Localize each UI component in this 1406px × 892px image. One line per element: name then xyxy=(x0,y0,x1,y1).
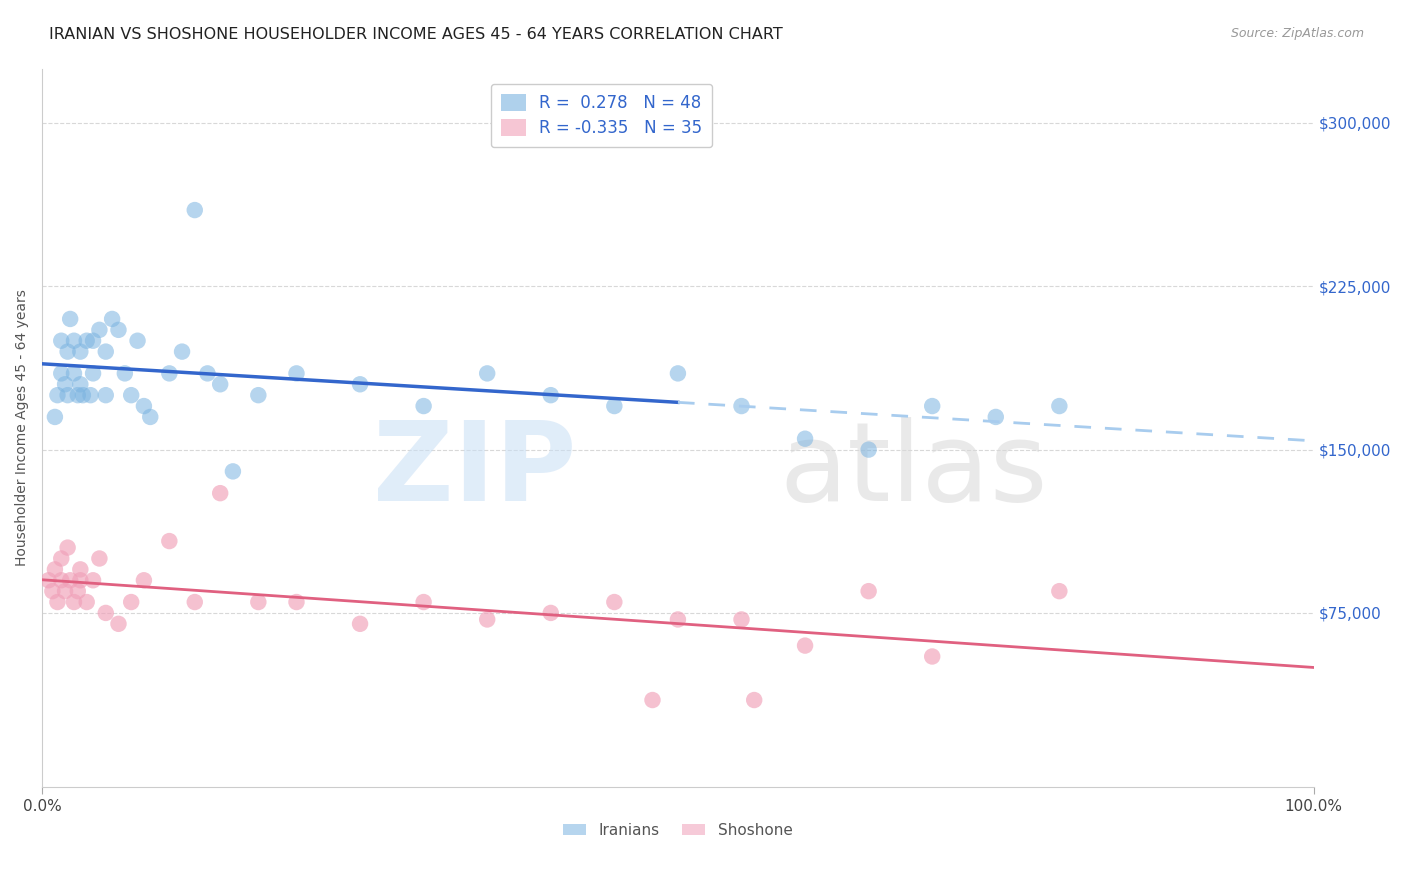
Point xyxy=(38,574,60,588)
Text: IRANIAN VS SHOSHONE HOUSEHOLDER INCOME AGES 45 - 64 YEARS CORRELATION CHART: IRANIAN VS SHOSHONE HOUSEHOLDER INCOME A… xyxy=(49,27,783,42)
Point xyxy=(66,584,89,599)
Point xyxy=(51,551,73,566)
Point xyxy=(349,377,371,392)
Point xyxy=(858,442,880,457)
Point xyxy=(51,574,73,588)
Point xyxy=(82,367,104,381)
Point xyxy=(101,312,124,326)
Point xyxy=(742,693,765,707)
Point xyxy=(858,584,880,599)
Point xyxy=(56,388,79,402)
Y-axis label: Householder Income Ages 45 - 64 years: Householder Income Ages 45 - 64 years xyxy=(15,289,30,566)
Point xyxy=(285,595,308,609)
Point xyxy=(1047,399,1070,413)
Point xyxy=(66,388,89,402)
Point xyxy=(209,377,232,392)
Point xyxy=(349,616,371,631)
Point xyxy=(46,388,69,402)
Point xyxy=(1047,584,1070,599)
Point xyxy=(53,377,76,392)
Point xyxy=(69,574,91,588)
Point xyxy=(94,606,117,620)
Point xyxy=(412,399,434,413)
Point xyxy=(666,612,689,626)
Text: atlas: atlas xyxy=(780,417,1047,524)
Text: ZIP: ZIP xyxy=(373,417,576,524)
Point xyxy=(69,562,91,576)
Point xyxy=(89,551,111,566)
Point xyxy=(477,612,499,626)
Point xyxy=(82,334,104,348)
Point xyxy=(69,344,91,359)
Point xyxy=(63,595,86,609)
Point xyxy=(53,584,76,599)
Point xyxy=(984,409,1007,424)
Point xyxy=(197,367,219,381)
Point xyxy=(44,409,66,424)
Point xyxy=(641,693,664,707)
Point xyxy=(921,649,943,664)
Point xyxy=(120,595,142,609)
Point xyxy=(46,595,69,609)
Point xyxy=(184,203,207,218)
Point xyxy=(603,399,626,413)
Point xyxy=(51,334,73,348)
Point xyxy=(921,399,943,413)
Point xyxy=(56,541,79,555)
Point xyxy=(69,377,91,392)
Point xyxy=(247,595,270,609)
Point xyxy=(41,584,63,599)
Point xyxy=(127,334,149,348)
Point xyxy=(89,323,111,337)
Point xyxy=(132,399,155,413)
Point xyxy=(82,574,104,588)
Point xyxy=(76,595,98,609)
Point xyxy=(730,612,752,626)
Point xyxy=(412,595,434,609)
Point xyxy=(540,388,562,402)
Point xyxy=(76,334,98,348)
Point xyxy=(247,388,270,402)
Point xyxy=(120,388,142,402)
Point xyxy=(94,388,117,402)
Point xyxy=(157,367,180,381)
Point xyxy=(222,464,245,478)
Point xyxy=(139,409,162,424)
Point xyxy=(94,344,117,359)
Point xyxy=(59,574,82,588)
Point xyxy=(157,534,180,549)
Point xyxy=(72,388,94,402)
Point xyxy=(170,344,193,359)
Point xyxy=(59,312,82,326)
Point xyxy=(114,367,136,381)
Point xyxy=(794,432,817,446)
Legend: Iranians, Shoshone: Iranians, Shoshone xyxy=(557,817,799,844)
Point xyxy=(730,399,752,413)
Point xyxy=(794,639,817,653)
Point xyxy=(132,574,155,588)
Point xyxy=(209,486,232,500)
Point xyxy=(107,616,129,631)
Point xyxy=(540,606,562,620)
Point xyxy=(107,323,129,337)
Point xyxy=(666,367,689,381)
Point xyxy=(477,367,499,381)
Point xyxy=(56,344,79,359)
Point xyxy=(603,595,626,609)
Text: Source: ZipAtlas.com: Source: ZipAtlas.com xyxy=(1230,27,1364,40)
Point xyxy=(79,388,101,402)
Point xyxy=(285,367,308,381)
Point xyxy=(51,367,73,381)
Point xyxy=(44,562,66,576)
Point xyxy=(63,334,86,348)
Point xyxy=(184,595,207,609)
Point xyxy=(63,367,86,381)
